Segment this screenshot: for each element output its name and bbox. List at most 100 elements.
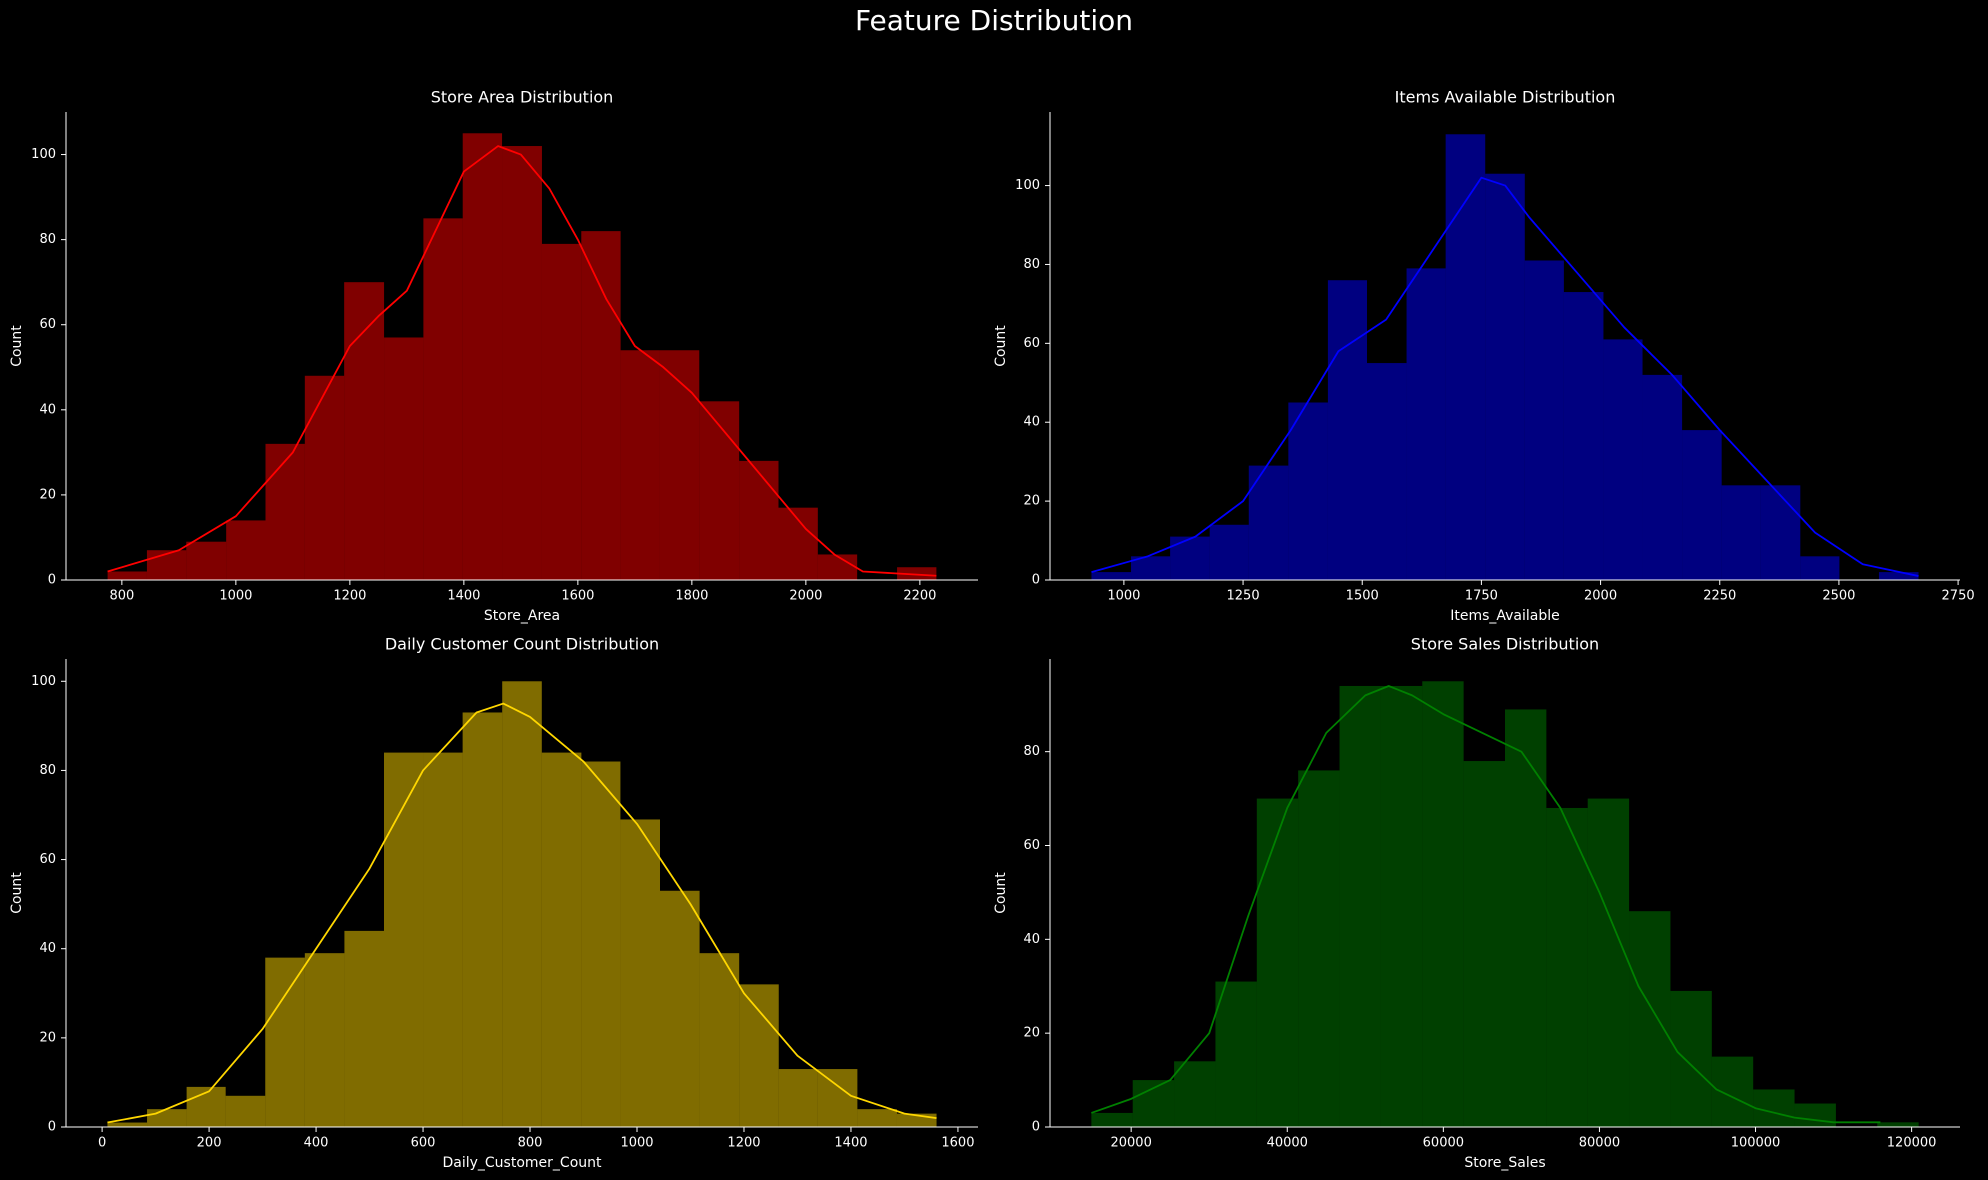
bar [265,957,305,1127]
bar [897,567,937,580]
y-tick-label: 40 [39,402,56,417]
x-tick-label: 2000 [1584,589,1617,604]
bar [226,520,266,580]
x-tick-label: 1000 [1107,589,1140,604]
bar [1670,990,1712,1127]
bar [1546,807,1588,1127]
bar [1642,374,1683,580]
bar [739,984,779,1127]
y-tick-label: 0 [1032,1120,1040,1135]
x-tick-label: 600 [411,1136,436,1151]
bar [1132,1080,1175,1127]
x-tick-label: 1000 [620,1136,653,1151]
bar [1366,363,1407,580]
subplot-title: Store Area Distribution [431,88,614,107]
y-tick-label: 20 [39,1030,56,1045]
bar [739,460,779,580]
bar [1721,485,1761,580]
bar [1215,981,1257,1127]
bar [699,401,740,580]
bar [1288,402,1328,580]
x-axis-label: Items_Available [1450,608,1560,624]
y-tick-label: 0 [1032,573,1040,588]
subplot-title: Items Available Distribution [1395,88,1616,107]
y-tick-label: 80 [1023,744,1040,759]
bar [1091,572,1132,580]
bar [1760,485,1801,580]
bar [1209,524,1249,580]
y-tick-label: 80 [39,763,56,778]
x-tick-label: 1200 [727,1136,760,1151]
bar [1603,339,1643,580]
x-tick-label: 1600 [561,589,594,604]
bar [186,541,227,580]
bar [1563,292,1604,580]
y-tick-label: 20 [1023,1026,1040,1041]
kde-line [107,145,937,577]
subplot: 800 1000 1200 1400 1600 1800 2000 2200 0 20 40 60 80… [9,88,978,624]
bar [1256,798,1299,1127]
bar [147,1109,187,1127]
bar [817,1069,858,1127]
bar [462,133,503,581]
bar [541,243,582,580]
bar [423,752,463,1127]
bar [107,1122,148,1127]
bar [1711,1056,1754,1127]
subplot: 1000 1250 1500 1750 2000 2250 2500 2750 0 20 40 60 8… [993,88,1975,625]
bar [1463,761,1505,1127]
x-tick-label: 1000 [219,589,252,604]
x-tick-label: 1800 [675,589,708,604]
x-tick-label: 2750 [1942,589,1975,604]
bar [620,350,660,580]
x-tick-label: 1500 [1346,589,1379,604]
bar [581,761,621,1127]
bar [778,1069,818,1127]
y-tick-label: 60 [39,317,56,332]
x-axis-label: Store_Sales [1464,1155,1545,1171]
x-tick-label: 80000 [1579,1136,1620,1151]
bar [1794,1103,1836,1127]
x-axis-label: Daily_Customer_Count [442,1155,602,1171]
y-axis-label: Count [993,872,1009,914]
bar [1587,798,1630,1127]
x-tick-label: 40000 [1267,1136,1308,1151]
y-tick-label: 0 [48,573,56,588]
bar [1406,268,1446,580]
bar [1753,1089,1795,1127]
y-tick-label: 60 [1023,838,1040,853]
bar [1248,465,1289,580]
bar [699,953,740,1127]
x-tick-label: 1400 [834,1136,867,1151]
bar [265,443,305,580]
x-tick-label: 1200 [333,589,366,604]
bar [1131,556,1171,580]
y-tick-label: 80 [39,232,56,247]
bar [581,231,621,581]
bar [225,1095,266,1127]
bar [660,890,700,1127]
y-tick-label: 40 [1023,932,1040,947]
x-tick-label: 800 [518,1136,543,1151]
kde-line [1091,176,1919,577]
bar [541,752,582,1127]
y-tick-label: 100 [1015,178,1040,193]
y-tick-label: 20 [39,487,56,502]
x-tick-label: 200 [197,1136,222,1151]
y-tick-label: 20 [1023,494,1040,509]
y-tick-label: 40 [39,941,56,956]
y-tick-label: 60 [39,852,56,867]
bar [659,350,700,580]
y-axis-label: Count [9,325,25,367]
bar [423,218,463,580]
bar [462,712,503,1127]
x-tick-label: 2500 [1822,589,1855,604]
x-tick-label: 1600 [941,1136,974,1151]
kde-line [1091,685,1881,1124]
bar [344,930,384,1127]
bar [502,146,542,580]
bar [1298,770,1340,1127]
bar [1505,709,1547,1127]
